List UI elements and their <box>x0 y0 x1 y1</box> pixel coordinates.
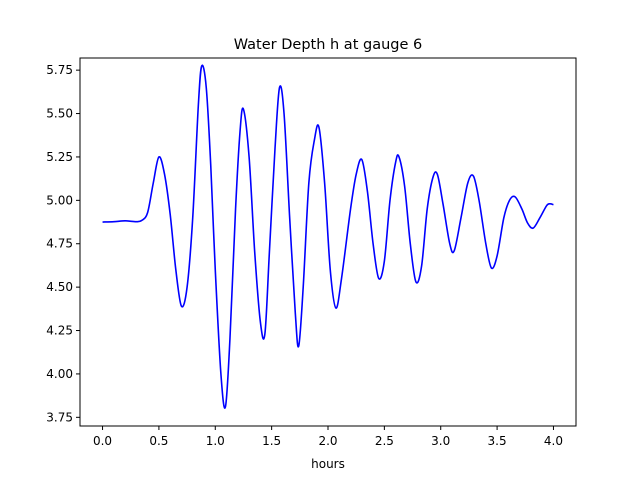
y-tick-label: 3.75 <box>46 410 73 424</box>
x-tick-label: 1.0 <box>206 434 225 448</box>
y-tick-label: 4.50 <box>46 280 73 294</box>
y-tick-label: 5.50 <box>46 107 73 121</box>
y-tick-label: 5.00 <box>46 193 73 207</box>
x-tick-label: 2.0 <box>318 434 337 448</box>
x-tick-label: 4.0 <box>544 434 563 448</box>
x-tick-label: 3.0 <box>431 434 450 448</box>
x-tick-label: 2.5 <box>375 434 394 448</box>
series-line <box>102 64 554 409</box>
x-tick-label: 1.5 <box>262 434 281 448</box>
x-axis-ticks: 0.0 0.5 1.0 1.5 2.0 2.5 3.0 3.5 4.0 <box>93 426 563 448</box>
x-axis-label: hours <box>311 457 345 471</box>
y-axis-ticks: 3.75 4.00 4.25 4.50 4.75 5.00 5.25 5.50 5.75 <box>46 63 80 424</box>
y-tick-label: 4.25 <box>46 324 73 338</box>
x-tick-label: 0.0 <box>93 434 112 448</box>
y-tick-label: 4.00 <box>46 367 73 381</box>
y-tick-label: 5.25 <box>46 150 73 164</box>
y-tick-label: 5.75 <box>46 63 73 77</box>
x-tick-label: 0.5 <box>149 434 168 448</box>
y-tick-label: 4.75 <box>46 237 73 251</box>
chart-title: Water Depth h at gauge 6 <box>234 37 422 53</box>
x-tick-label: 3.5 <box>488 434 507 448</box>
plot-area <box>102 64 554 409</box>
